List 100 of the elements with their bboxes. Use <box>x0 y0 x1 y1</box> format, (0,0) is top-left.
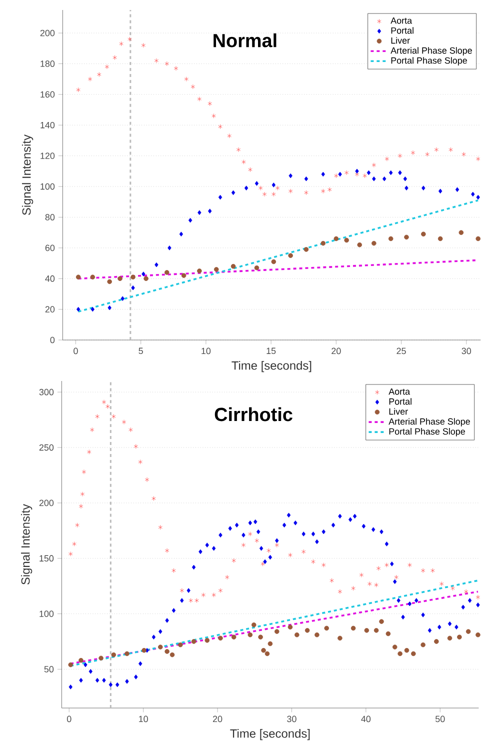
point <box>225 574 230 580</box>
y-tick-label: 200 <box>40 30 55 36</box>
x-axis-title: Time [seconds] <box>230 728 310 740</box>
point <box>208 208 212 214</box>
point <box>112 414 116 419</box>
text: Cirrhotic <box>214 407 292 422</box>
y-tick-label: 250 <box>39 444 54 451</box>
point <box>112 55 117 60</box>
y-axis-title: Signal Intensity <box>22 134 34 215</box>
point <box>330 578 334 583</box>
y-tick-label: 100 <box>40 183 55 190</box>
point <box>144 276 148 281</box>
x-tick-label: 20 <box>212 716 222 722</box>
point <box>398 651 402 656</box>
y-tick-label: 40 <box>45 275 55 282</box>
point <box>384 562 389 568</box>
point <box>164 61 169 66</box>
point <box>450 586 455 591</box>
point <box>141 42 146 48</box>
point <box>288 624 293 630</box>
legend-label: Portal Phase Slope <box>391 57 467 66</box>
point <box>218 636 223 641</box>
point <box>138 460 142 464</box>
point <box>359 572 364 578</box>
point <box>314 632 320 638</box>
point <box>447 636 452 641</box>
point <box>179 232 184 236</box>
x-tick-label: 30 <box>462 348 472 354</box>
point <box>98 656 104 661</box>
point <box>458 230 464 235</box>
point <box>440 581 444 586</box>
legend-label: Portal <box>391 27 414 34</box>
point <box>258 186 263 190</box>
point <box>111 652 116 658</box>
y-axis-title: Signal Intensity <box>20 504 32 584</box>
point <box>321 188 326 194</box>
point <box>421 232 426 236</box>
point <box>120 296 124 301</box>
point <box>357 242 362 248</box>
point <box>178 642 183 648</box>
point <box>388 236 394 242</box>
point <box>68 552 73 556</box>
point <box>134 444 138 449</box>
y-tick-label: 200 <box>39 500 54 506</box>
point <box>76 87 80 92</box>
y-tick-label: 180 <box>40 60 55 67</box>
y-tick-label: 120 <box>40 152 55 159</box>
point <box>271 259 276 264</box>
x-tick-label: 40 <box>361 716 371 722</box>
point <box>411 651 416 656</box>
x-tick-label: 30 <box>287 716 296 722</box>
point <box>248 632 253 638</box>
point <box>197 96 202 102</box>
point <box>384 156 390 162</box>
point <box>80 492 85 496</box>
point <box>274 542 279 548</box>
x-tick-label: 20 <box>332 348 341 354</box>
point <box>236 147 241 152</box>
point <box>214 267 219 272</box>
point <box>321 172 325 177</box>
point <box>272 182 276 188</box>
point <box>476 594 480 600</box>
x-tick-label: 0 <box>66 716 72 722</box>
point <box>288 188 293 194</box>
point <box>438 188 442 194</box>
point <box>78 504 84 509</box>
point <box>379 619 384 624</box>
point <box>274 629 280 634</box>
legend-label: Liver <box>389 408 408 415</box>
point <box>420 568 426 573</box>
point <box>88 76 92 82</box>
point <box>144 477 150 482</box>
point <box>164 649 170 654</box>
point <box>128 427 133 432</box>
point <box>230 264 236 269</box>
y-tick-label: 100 <box>40 610 54 617</box>
point <box>430 568 435 573</box>
point <box>188 218 192 223</box>
point <box>462 152 466 157</box>
point <box>232 558 236 563</box>
legend-label: Aorta <box>390 17 412 24</box>
x-tick-label: 10 <box>139 716 148 722</box>
point <box>408 562 412 568</box>
point <box>154 262 158 268</box>
point <box>425 152 430 157</box>
point <box>288 173 292 178</box>
point <box>218 194 222 200</box>
point <box>350 626 356 631</box>
x-tick-label: 10 <box>202 348 211 354</box>
point <box>328 187 332 192</box>
point <box>364 628 370 633</box>
point <box>372 176 376 182</box>
point <box>260 562 265 566</box>
point <box>398 170 402 176</box>
point <box>420 642 426 648</box>
point <box>366 170 371 176</box>
point <box>404 186 408 190</box>
point <box>476 632 480 638</box>
point <box>170 652 175 658</box>
point <box>90 427 94 432</box>
